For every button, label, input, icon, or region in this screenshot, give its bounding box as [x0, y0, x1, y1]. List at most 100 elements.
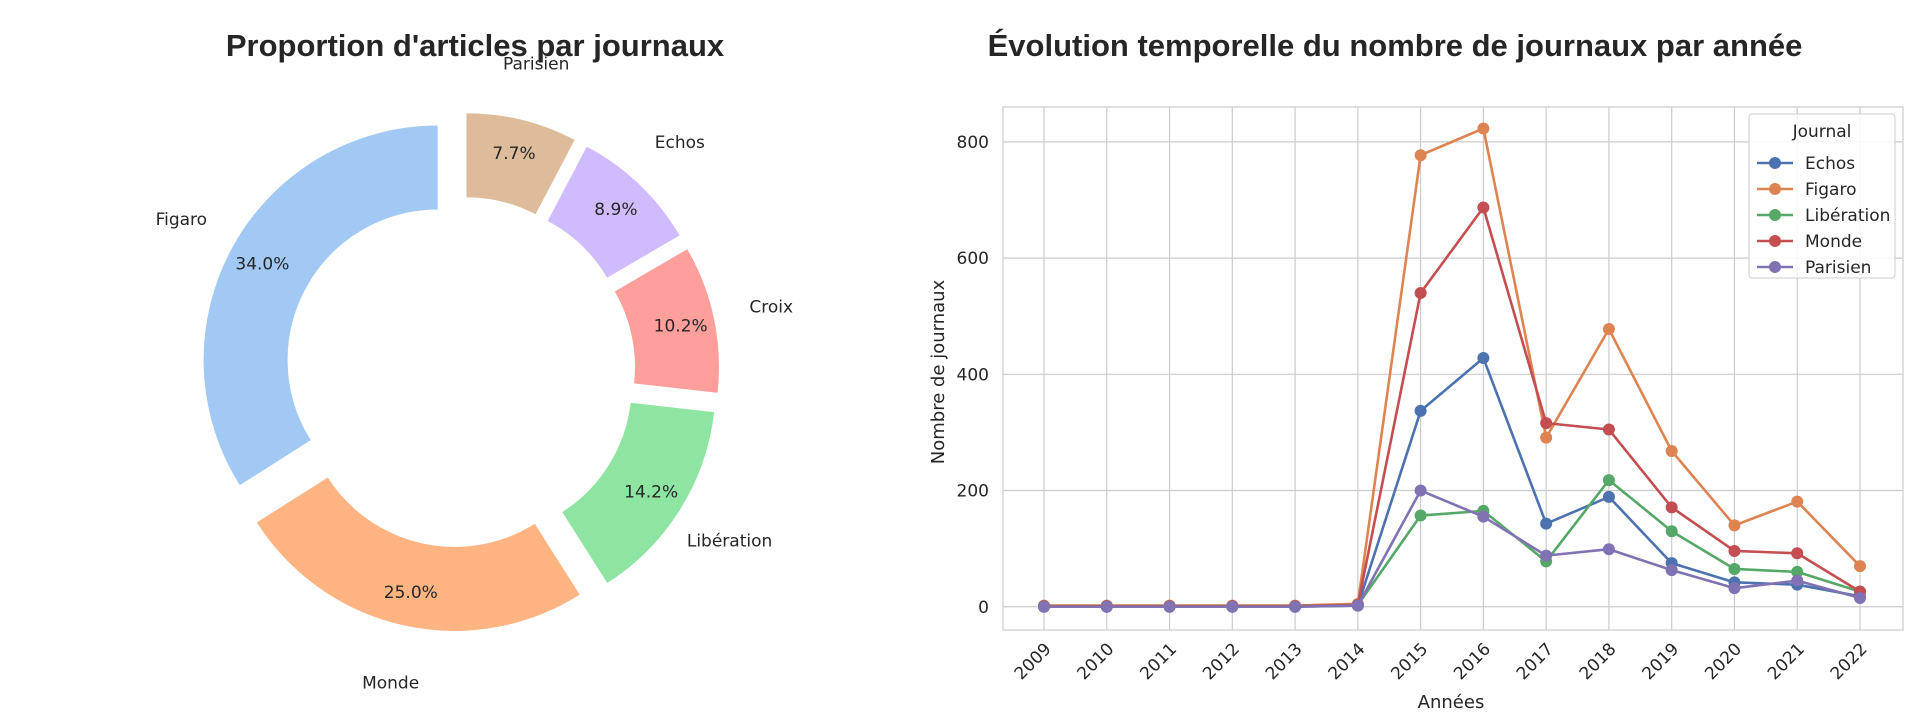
x-tick-label: 2016: [1450, 639, 1495, 684]
point-echos: [1602, 490, 1615, 503]
point-monde: [1477, 201, 1490, 214]
y-tick-label: 800: [957, 133, 989, 153]
slice-figaro: [202, 124, 439, 487]
y-tick-label: 400: [957, 365, 989, 385]
point-liberation: [1791, 565, 1804, 578]
slice-echos: [546, 145, 681, 280]
point-monde: [1665, 501, 1678, 514]
x-tick-label: 2021: [1764, 639, 1809, 684]
legend-label-figaro: Figaro: [1805, 180, 1857, 200]
slice-pct-echos: 8.9%: [594, 200, 637, 220]
slice-label-croix: Croix: [749, 298, 793, 318]
point-figaro: [1477, 122, 1490, 135]
point-liberation: [1665, 525, 1678, 538]
x-tick-label: 2018: [1576, 639, 1621, 684]
line-chart: Évolution temporelle du nombre de journa…: [928, 28, 1904, 713]
y-tick-label: 200: [957, 482, 989, 502]
slice-label-echos: Echos: [655, 133, 705, 153]
point-figaro: [1791, 495, 1804, 508]
y-tick-label: 0: [978, 598, 989, 618]
point-liberation: [1728, 562, 1741, 575]
x-tick-label: 2010: [1074, 639, 1119, 684]
legend-label-liberation: Libération: [1805, 206, 1890, 226]
slice-label-parisien: Parisien: [503, 54, 569, 74]
point-figaro: [1854, 560, 1866, 573]
point-parisien: [1728, 582, 1741, 595]
point-parisien: [1414, 484, 1427, 497]
slice-pct-parisien: 7.7%: [492, 144, 535, 164]
point-figaro: [1665, 445, 1678, 458]
point-echos: [1414, 404, 1427, 417]
x-tick-label: 2015: [1387, 639, 1432, 684]
x-tick-label: 2019: [1638, 639, 1683, 684]
legend-marker-parisien: [1769, 261, 1781, 273]
point-monde: [1414, 286, 1427, 299]
legend-title: Journal: [1792, 122, 1852, 142]
point-monde: [1728, 544, 1741, 557]
point-parisien: [1038, 600, 1050, 613]
slice-monde: [255, 476, 582, 632]
x-tick-label: 2012: [1199, 639, 1244, 684]
point-parisien: [1665, 564, 1678, 577]
slice-pct-monde: 25.0%: [384, 583, 438, 603]
point-figaro: [1414, 149, 1427, 162]
legend-label-parisien: Parisien: [1805, 258, 1871, 278]
x-tick-label: 2017: [1513, 639, 1558, 684]
point-liberation: [1602, 474, 1615, 487]
point-parisien: [1477, 510, 1490, 523]
slice-pct-liberation: 14.2%: [624, 483, 678, 503]
y-tick-label: 600: [957, 249, 989, 269]
point-monde: [1540, 417, 1553, 430]
slice-parisien: [465, 112, 576, 216]
point-echos: [1477, 352, 1490, 365]
legend-marker-monde: [1769, 235, 1781, 247]
y-axis-label: Nombre de journaux: [928, 279, 949, 464]
legend-item-echos: Echos: [1757, 154, 1855, 174]
point-parisien: [1602, 543, 1615, 556]
legend-marker-figaro: [1769, 183, 1781, 195]
x-tick-label: 2022: [1827, 639, 1872, 684]
legend-item-parisien: Parisien: [1757, 258, 1871, 278]
point-parisien: [1163, 600, 1176, 613]
point-monde: [1602, 423, 1615, 436]
point-echos: [1540, 517, 1553, 530]
slice-croix: [613, 247, 720, 394]
legend: Journal Echos Figaro Libération Monde Parisi…: [1748, 113, 1896, 279]
donut-chart: Proportion d'articles par journaux 34.0%…: [156, 28, 793, 693]
x-tick-label: 2011: [1136, 639, 1181, 684]
line-title: Évolution temporelle du nombre de journa…: [988, 28, 1803, 63]
x-tick-label: 2014: [1325, 639, 1370, 684]
point-liberation: [1414, 509, 1427, 522]
point-parisien: [1100, 600, 1113, 613]
point-figaro: [1728, 519, 1741, 532]
slice-pct-croix: 10.2%: [654, 317, 708, 337]
x-tick-label: 2009: [1011, 639, 1056, 684]
pie-title: Proportion d'articles par journaux: [226, 28, 725, 63]
point-parisien: [1351, 599, 1364, 612]
legend-label-echos: Echos: [1805, 154, 1855, 174]
point-parisien: [1540, 549, 1553, 562]
point-parisien: [1289, 600, 1302, 613]
slice-pct-figaro: 34.0%: [235, 254, 289, 274]
series-line-parisien: [1044, 489, 1861, 609]
legend-item-monde: Monde: [1757, 232, 1862, 252]
legend-box: [1748, 113, 1896, 279]
point-parisien: [1226, 600, 1239, 613]
slice-label-monde: Monde: [362, 673, 419, 693]
legend-item-figaro: Figaro: [1757, 180, 1857, 200]
slice-liberation: [560, 401, 716, 585]
x-tick-label: 2013: [1262, 639, 1307, 684]
legend-marker-echos: [1769, 157, 1781, 169]
slice-label-figaro: Figaro: [156, 210, 208, 230]
legend-item-liberation: Libération: [1757, 206, 1890, 226]
point-parisien: [1791, 574, 1804, 587]
point-parisien: [1854, 592, 1866, 605]
x-tick-label: 2020: [1701, 639, 1746, 684]
x-axis-label: Années: [1418, 692, 1485, 713]
point-monde: [1791, 547, 1804, 560]
point-figaro: [1540, 431, 1553, 444]
legend-marker-liberation: [1769, 209, 1781, 221]
slice-label-liberation: Libération: [687, 532, 772, 552]
